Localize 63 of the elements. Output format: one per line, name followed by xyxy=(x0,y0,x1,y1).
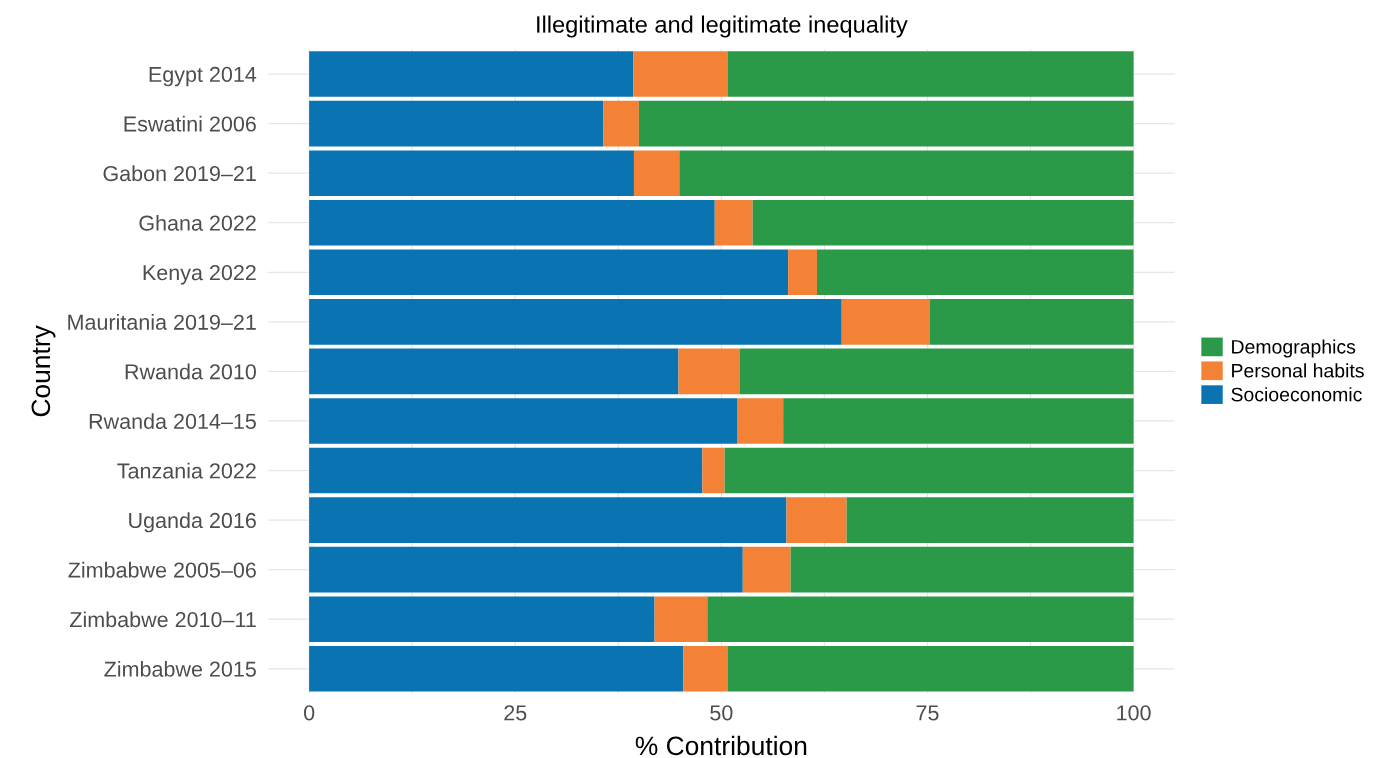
bar xyxy=(309,299,842,345)
bar xyxy=(309,100,604,147)
bar xyxy=(783,398,1134,444)
bar xyxy=(841,299,930,345)
bar xyxy=(679,150,1134,196)
bar xyxy=(739,348,1134,395)
y-tick-label: Uganda 2016 xyxy=(129,512,256,533)
legend-label: Socioeconomic xyxy=(1231,387,1362,402)
y-tick-label: Zimbabwe 2010–11 xyxy=(70,611,256,628)
bar xyxy=(309,150,634,196)
bar xyxy=(309,596,655,643)
bar xyxy=(309,51,634,97)
bar xyxy=(309,645,684,692)
bar xyxy=(654,596,708,643)
x-tick-label: 50 xyxy=(710,705,733,721)
x-tick-label: 25 xyxy=(504,705,527,721)
bar xyxy=(309,249,789,296)
x-tick-label: 75 xyxy=(916,705,939,721)
bar xyxy=(309,348,679,395)
bar xyxy=(678,348,740,395)
y-tick-label: Rwanda 2014–15 xyxy=(89,413,256,429)
bar xyxy=(702,447,725,494)
bar xyxy=(790,546,1134,593)
y-tick-label: Zimbabwe 2005–06 xyxy=(68,561,256,578)
y-tick-label: Eswatini 2006 xyxy=(124,115,256,132)
bar xyxy=(786,497,847,543)
y-tick-label: Zimbabwe 2015 xyxy=(104,660,256,677)
bar xyxy=(633,51,728,97)
x-tick-label: 100 xyxy=(1117,705,1151,721)
y-tick-label: Gabon 2019–21 xyxy=(103,165,256,182)
bar xyxy=(727,645,1134,692)
legend-label: Demographics xyxy=(1232,339,1356,358)
y-tick-label: Ghana 2022 xyxy=(139,214,256,231)
bar xyxy=(816,249,1134,296)
y-tick-label: Kenya 2022 xyxy=(143,265,256,285)
bar xyxy=(638,100,1134,147)
bar xyxy=(309,497,787,543)
y-tick-label: Rwanda 2010 xyxy=(125,363,256,380)
bar xyxy=(727,51,1134,97)
x-tick-label: 0 xyxy=(304,705,315,721)
bar xyxy=(309,447,703,494)
bar xyxy=(737,398,784,444)
bar xyxy=(603,100,639,147)
bar xyxy=(633,150,680,196)
bar xyxy=(788,249,817,296)
bar xyxy=(714,199,753,246)
legend-label: Personal habits xyxy=(1232,363,1364,378)
y-tick-label: Tanzania 2022 xyxy=(117,462,256,479)
y-tick-label: Egypt 2014 xyxy=(149,66,257,87)
y-tick-label: Mauritania 2019–21 xyxy=(68,314,256,330)
bar xyxy=(724,447,1134,494)
chart-title: Illegitimate and legitimate inequality xyxy=(537,15,908,38)
bar xyxy=(309,546,743,593)
bar xyxy=(683,645,728,692)
bar xyxy=(309,199,715,246)
bar xyxy=(846,497,1134,543)
bar xyxy=(742,546,791,593)
x-axis-title: % Contribution xyxy=(635,735,807,756)
y-axis-title: Country xyxy=(31,325,56,417)
bar xyxy=(309,398,738,444)
bar xyxy=(752,199,1134,246)
bar xyxy=(707,596,1134,643)
bar xyxy=(929,299,1134,345)
